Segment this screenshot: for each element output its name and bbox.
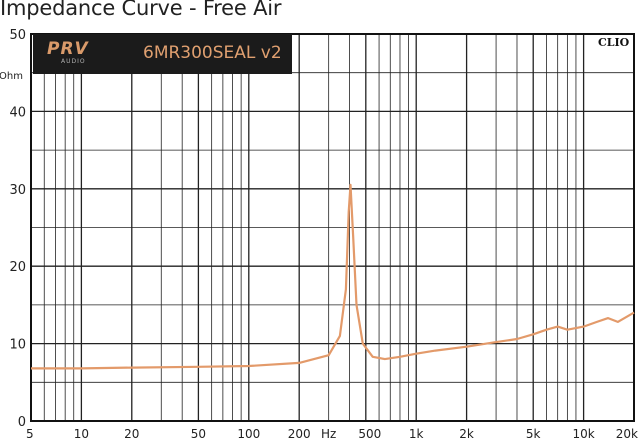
x-tick-label: 20k xyxy=(616,427,638,441)
y-tick-label: 10 xyxy=(9,338,26,353)
y-tick-label: 20 xyxy=(9,260,26,275)
major-grid xyxy=(31,34,634,421)
chart-title: Impedance Curve - Free Air xyxy=(0,0,282,20)
x-tick-label: 2k xyxy=(459,427,474,441)
y-tick-label: 50 xyxy=(9,28,26,43)
impedance-curve xyxy=(31,183,635,370)
x-tick-label: Hz xyxy=(321,427,336,441)
y-tick-label: 40 xyxy=(9,105,26,120)
x-tick-label: 1k xyxy=(409,427,424,441)
x-tick-label: 50 xyxy=(191,427,206,441)
x-tick-label: 500 xyxy=(358,427,381,441)
y-tick-label: 0 xyxy=(18,415,26,430)
plot-frame xyxy=(30,33,635,422)
y-tick-labels: 0 10 20 30 40 50 xyxy=(9,28,26,430)
x-tick-labels: 5 10 20 50 100 200 Hz 500 1k 2k 5k 10k 20k xyxy=(26,427,638,441)
x-tick-label: 100 xyxy=(237,427,260,441)
x-tick-label: 10k xyxy=(572,427,594,441)
software-label: CLIO xyxy=(598,36,630,49)
y-axis-label: Ohm xyxy=(0,71,23,82)
brand-logo: PRV xyxy=(47,39,89,59)
y-tick-label: 30 xyxy=(9,183,26,198)
x-tick-label: 200 xyxy=(288,427,311,441)
x-tick-label: 20 xyxy=(124,427,139,441)
x-tick-label: 5k xyxy=(526,427,541,441)
minor-grid xyxy=(31,34,634,421)
x-tick-label: 10 xyxy=(74,427,89,441)
brand-logo-box: PRV AUDIO 6MR300SEAL v2 xyxy=(33,34,292,74)
model-name: 6MR300SEAL v2 xyxy=(143,43,282,63)
x-tick-label: 5 xyxy=(26,427,34,441)
brand-logo-sub: AUDIO xyxy=(61,58,86,65)
